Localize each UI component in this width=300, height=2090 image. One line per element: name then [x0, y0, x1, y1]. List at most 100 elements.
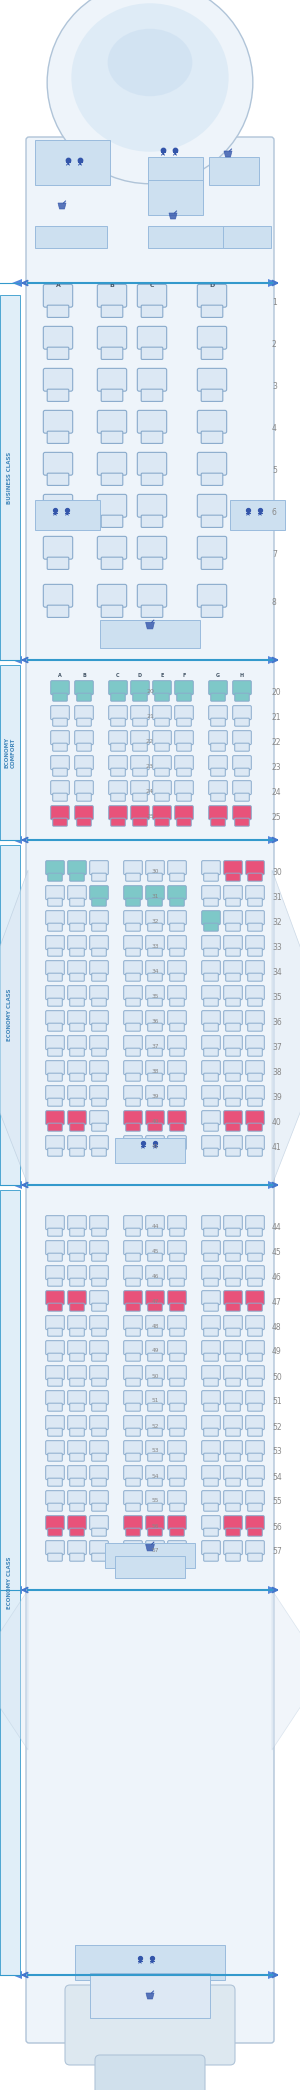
- FancyBboxPatch shape: [92, 1122, 106, 1131]
- FancyBboxPatch shape: [211, 817, 225, 826]
- FancyBboxPatch shape: [124, 1110, 142, 1124]
- FancyBboxPatch shape: [204, 999, 218, 1005]
- FancyBboxPatch shape: [68, 1515, 86, 1530]
- FancyBboxPatch shape: [155, 719, 169, 725]
- FancyBboxPatch shape: [175, 706, 193, 719]
- FancyBboxPatch shape: [0, 295, 20, 660]
- FancyBboxPatch shape: [35, 226, 107, 249]
- Text: 54: 54: [272, 1473, 282, 1482]
- FancyBboxPatch shape: [0, 844, 20, 1185]
- FancyBboxPatch shape: [197, 495, 227, 516]
- FancyBboxPatch shape: [209, 805, 227, 819]
- FancyBboxPatch shape: [70, 1122, 84, 1131]
- FancyBboxPatch shape: [246, 1216, 264, 1229]
- FancyBboxPatch shape: [124, 886, 142, 899]
- FancyBboxPatch shape: [202, 1515, 220, 1530]
- FancyBboxPatch shape: [90, 1085, 108, 1099]
- FancyBboxPatch shape: [224, 1415, 242, 1430]
- FancyBboxPatch shape: [48, 974, 62, 980]
- FancyBboxPatch shape: [224, 1317, 242, 1329]
- FancyBboxPatch shape: [68, 861, 86, 876]
- FancyBboxPatch shape: [224, 1062, 242, 1074]
- FancyBboxPatch shape: [92, 1049, 106, 1055]
- FancyBboxPatch shape: [246, 1415, 264, 1430]
- Text: 47: 47: [151, 1298, 159, 1304]
- FancyBboxPatch shape: [235, 719, 249, 725]
- FancyBboxPatch shape: [92, 1072, 106, 1081]
- Polygon shape: [146, 1545, 154, 1551]
- Polygon shape: [272, 869, 300, 1185]
- FancyBboxPatch shape: [92, 1229, 106, 1235]
- Text: 52: 52: [272, 1423, 282, 1432]
- Text: 45: 45: [272, 1248, 282, 1256]
- FancyBboxPatch shape: [97, 284, 127, 307]
- FancyBboxPatch shape: [233, 706, 251, 719]
- FancyBboxPatch shape: [197, 537, 227, 560]
- FancyBboxPatch shape: [68, 1267, 86, 1279]
- FancyBboxPatch shape: [146, 986, 164, 999]
- FancyBboxPatch shape: [204, 874, 218, 882]
- FancyBboxPatch shape: [202, 1440, 220, 1455]
- Text: 34: 34: [151, 968, 159, 974]
- FancyBboxPatch shape: [148, 999, 162, 1005]
- Polygon shape: [268, 656, 278, 665]
- FancyBboxPatch shape: [148, 974, 162, 980]
- FancyBboxPatch shape: [124, 1365, 142, 1379]
- FancyBboxPatch shape: [204, 1254, 218, 1260]
- FancyBboxPatch shape: [226, 1147, 240, 1156]
- FancyBboxPatch shape: [148, 1147, 162, 1156]
- Text: 51: 51: [151, 1398, 159, 1404]
- FancyBboxPatch shape: [48, 1229, 62, 1235]
- FancyBboxPatch shape: [226, 1528, 240, 1536]
- FancyBboxPatch shape: [68, 1085, 86, 1099]
- FancyBboxPatch shape: [70, 1049, 84, 1055]
- FancyBboxPatch shape: [202, 1415, 220, 1430]
- FancyBboxPatch shape: [224, 961, 242, 974]
- FancyBboxPatch shape: [177, 744, 191, 750]
- Text: B: B: [110, 282, 114, 288]
- FancyBboxPatch shape: [170, 999, 184, 1005]
- FancyBboxPatch shape: [90, 1540, 108, 1555]
- FancyBboxPatch shape: [109, 805, 127, 819]
- FancyBboxPatch shape: [209, 732, 227, 744]
- FancyBboxPatch shape: [75, 681, 93, 694]
- FancyBboxPatch shape: [248, 1229, 262, 1235]
- FancyBboxPatch shape: [124, 1490, 142, 1505]
- FancyBboxPatch shape: [75, 1946, 225, 1979]
- FancyBboxPatch shape: [92, 1097, 106, 1106]
- FancyBboxPatch shape: [248, 1453, 262, 1461]
- FancyBboxPatch shape: [224, 1110, 242, 1124]
- FancyBboxPatch shape: [170, 1304, 184, 1310]
- FancyBboxPatch shape: [131, 805, 149, 819]
- FancyBboxPatch shape: [111, 817, 125, 826]
- FancyBboxPatch shape: [168, 1440, 186, 1455]
- FancyBboxPatch shape: [111, 744, 125, 750]
- FancyBboxPatch shape: [202, 1317, 220, 1329]
- FancyBboxPatch shape: [101, 305, 123, 318]
- FancyBboxPatch shape: [70, 1427, 84, 1436]
- FancyBboxPatch shape: [170, 1377, 184, 1386]
- FancyBboxPatch shape: [155, 817, 169, 826]
- FancyBboxPatch shape: [137, 326, 167, 349]
- FancyBboxPatch shape: [148, 1402, 162, 1411]
- FancyBboxPatch shape: [141, 472, 163, 485]
- FancyBboxPatch shape: [51, 757, 69, 769]
- FancyBboxPatch shape: [68, 911, 86, 924]
- FancyBboxPatch shape: [46, 1415, 64, 1430]
- Text: 44: 44: [151, 1223, 159, 1229]
- FancyBboxPatch shape: [226, 1049, 240, 1055]
- FancyBboxPatch shape: [224, 1085, 242, 1099]
- Text: 41: 41: [151, 1143, 159, 1150]
- FancyBboxPatch shape: [204, 1503, 218, 1511]
- FancyBboxPatch shape: [46, 1365, 64, 1379]
- FancyBboxPatch shape: [47, 431, 69, 443]
- FancyBboxPatch shape: [68, 1390, 86, 1404]
- FancyBboxPatch shape: [248, 949, 262, 957]
- FancyBboxPatch shape: [70, 1229, 84, 1235]
- FancyBboxPatch shape: [226, 1024, 240, 1030]
- FancyBboxPatch shape: [124, 1540, 142, 1555]
- FancyBboxPatch shape: [246, 936, 264, 949]
- FancyBboxPatch shape: [133, 769, 147, 775]
- FancyBboxPatch shape: [202, 1012, 220, 1024]
- Text: D: D: [138, 673, 142, 677]
